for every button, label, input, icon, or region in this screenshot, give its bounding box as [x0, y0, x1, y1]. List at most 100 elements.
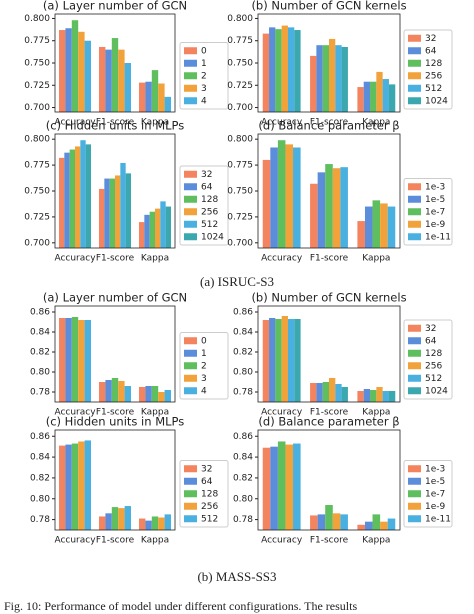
legend-label: 1024 — [201, 232, 224, 242]
plot-frame — [54, 305, 176, 403]
bar — [293, 443, 301, 530]
bar — [317, 172, 326, 248]
bar — [151, 70, 159, 112]
x-tick-label: Kappa — [362, 408, 390, 418]
bar — [357, 87, 364, 112]
y-tick-label: 0.84 — [233, 453, 253, 463]
legend-swatch — [408, 47, 421, 55]
legend-swatch — [408, 490, 421, 498]
bar — [340, 167, 348, 248]
bar — [104, 178, 110, 248]
bar — [287, 27, 295, 113]
legend-label: 4 — [201, 96, 207, 106]
x-tick-label: Kappa — [362, 254, 390, 264]
legend-swatch — [408, 183, 421, 191]
bar — [164, 96, 171, 112]
bar — [124, 506, 131, 530]
caption: (b) MASS-SS3 — [197, 569, 276, 584]
figure-caption: Fig. 10: Performance of model under diff… — [4, 599, 357, 613]
chart-title: (a) Layer number of GCN — [43, 291, 187, 305]
bar — [310, 515, 318, 530]
x-tick-label: Kappa — [141, 118, 169, 128]
legend-label: 0 — [201, 46, 207, 56]
bar — [335, 384, 342, 402]
y-tick-label: 0.82 — [233, 473, 253, 483]
legend-label: 3 — [201, 374, 207, 384]
legend-label: 64 — [425, 46, 437, 56]
bar — [285, 444, 294, 530]
bar — [376, 71, 383, 112]
legend-swatch — [408, 59, 421, 67]
plot-frame — [54, 13, 176, 113]
bar — [310, 55, 317, 112]
bar — [71, 443, 79, 530]
y-tick-label: 0.800 — [227, 14, 253, 24]
legend-label: 512 — [425, 374, 442, 384]
y-tick-label: 0.775 — [227, 36, 253, 46]
legend-label: 1e-5 — [425, 477, 445, 487]
y-tick-label: 0.82 — [233, 348, 253, 358]
legend-label: 1 — [201, 349, 207, 359]
legend-swatch — [184, 47, 197, 55]
bar — [387, 518, 396, 530]
bar — [125, 173, 131, 248]
y-tick-label: 0.750 — [24, 59, 50, 69]
legend-swatch — [408, 72, 421, 80]
legend-label: 512 — [425, 84, 442, 94]
x-tick-label: F1-score — [310, 408, 349, 418]
legend-swatch — [408, 465, 421, 473]
bar — [275, 319, 282, 402]
bar — [151, 386, 159, 402]
bar — [59, 157, 65, 248]
bar — [329, 378, 336, 402]
legend-swatch — [408, 477, 421, 485]
bar — [285, 144, 294, 248]
plot-frame — [257, 305, 401, 403]
bar — [85, 144, 91, 248]
chart-title: (a) Layer number of GCN — [43, 0, 187, 13]
bar — [111, 507, 119, 530]
legend-swatch — [184, 195, 197, 203]
plot-frame — [54, 133, 176, 249]
legend-label: 1e-7 — [425, 489, 445, 499]
legend-swatch — [184, 490, 197, 498]
legend-swatch — [184, 349, 197, 357]
legend-label: 1e-11 — [425, 232, 451, 242]
legend-label: 256 — [425, 361, 442, 371]
legend-swatch — [184, 97, 197, 105]
y-tick-label: 0.78 — [233, 515, 253, 525]
legend-box — [403, 178, 453, 246]
chart-title: (b) Number of GCN kernels — [251, 0, 406, 13]
bar — [75, 146, 81, 248]
bar — [317, 514, 326, 530]
legend-label: 1e-5 — [425, 195, 445, 205]
bar — [164, 390, 171, 402]
x-tick-label: F1-score — [310, 254, 349, 264]
x-tick-label: Accuracy — [54, 536, 96, 546]
bar — [322, 45, 329, 112]
legend-label: 0 — [201, 336, 207, 346]
bar — [158, 517, 165, 530]
plot-frame — [257, 429, 401, 531]
bar — [71, 317, 79, 402]
bar — [118, 49, 125, 112]
bar — [293, 147, 301, 248]
bar — [376, 387, 383, 402]
bar — [310, 383, 317, 402]
bar — [99, 188, 105, 248]
legend-label: 1024 — [425, 386, 448, 396]
bar — [332, 168, 341, 248]
bar — [281, 25, 288, 112]
bar — [84, 440, 91, 530]
plot-frame — [54, 429, 176, 531]
bar — [165, 206, 171, 248]
legend-box — [179, 42, 229, 110]
bar — [145, 520, 152, 530]
x-tick-label: Accuracy — [54, 118, 96, 128]
y-tick-label: 0.84 — [233, 328, 253, 338]
legend-label: 64 — [201, 182, 213, 192]
y-tick-label: 0.750 — [227, 187, 253, 197]
bar — [145, 386, 152, 402]
bar — [59, 445, 66, 530]
x-tick-label: Accuracy — [261, 118, 303, 128]
